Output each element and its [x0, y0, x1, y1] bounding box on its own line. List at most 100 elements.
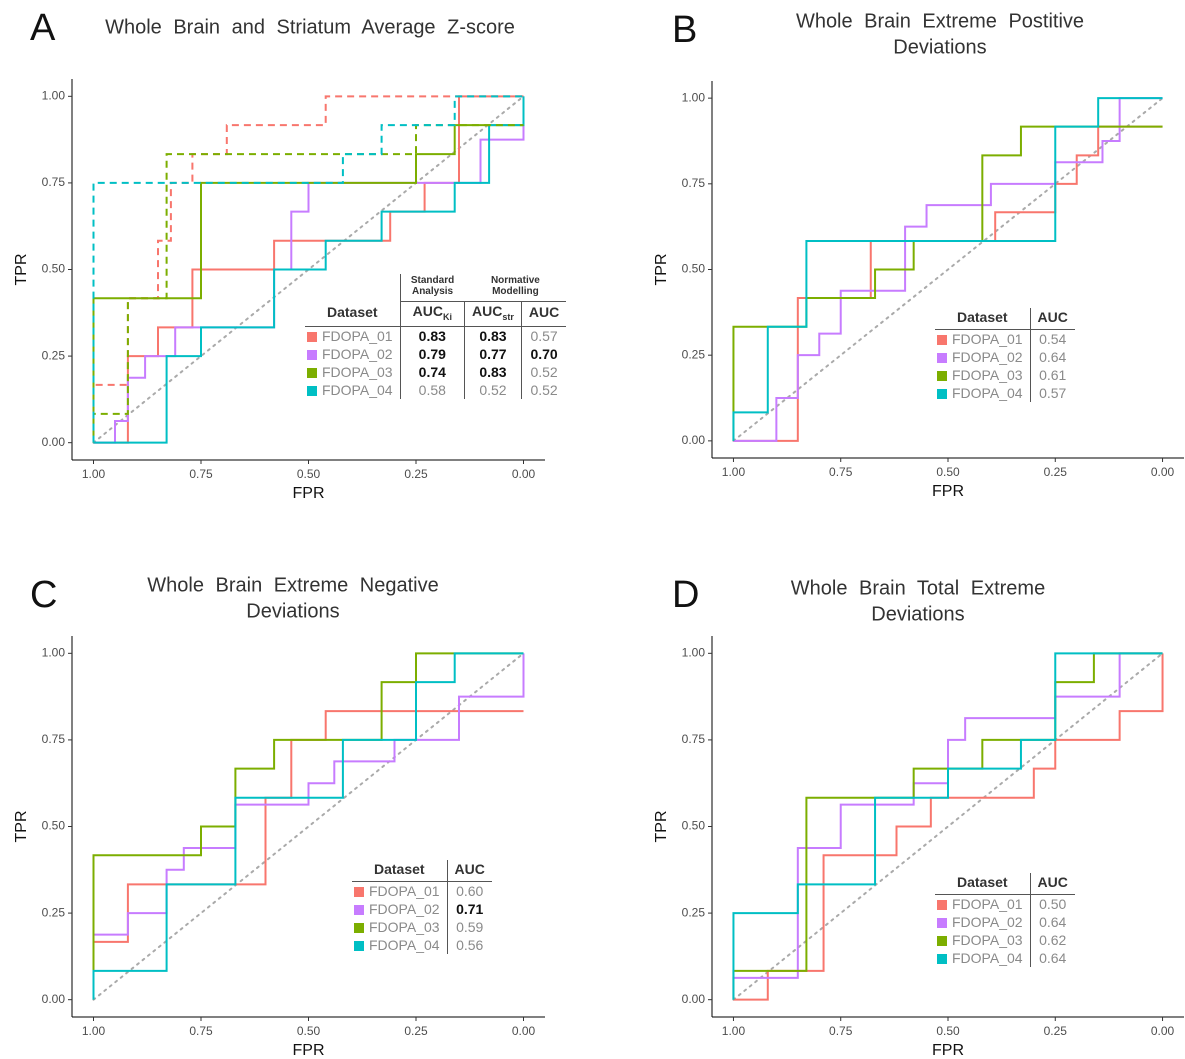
x-axis-label: FPR	[293, 1042, 325, 1059]
x-tick-label: 0.25	[1044, 1024, 1068, 1038]
cell-text: 0.56	[456, 937, 484, 953]
table-cell: 0.83	[464, 326, 522, 345]
table-cell: 0.77	[464, 344, 522, 363]
cell-text: FDOPA_03	[322, 363, 393, 380]
x-axis-label: FPR	[932, 483, 964, 500]
cell-text: 0.83	[418, 327, 446, 344]
table-cell: 0.50	[1029, 894, 1075, 913]
table-header: AUC	[1029, 873, 1075, 895]
x-tick-label: 0.00	[1151, 1024, 1175, 1038]
table-cell: 0.57	[1029, 384, 1075, 402]
x-tick-label: 0.75	[829, 1024, 853, 1038]
table-header: AUC	[520, 301, 567, 327]
y-tick-label: 0.75	[682, 732, 706, 746]
cell-text: 0.52	[530, 363, 558, 380]
x-tick-label: 0.00	[512, 1024, 536, 1038]
cell-text: FDOPA_01	[952, 896, 1023, 912]
table-group-row: Standard Analysis Normative Modelling	[305, 274, 567, 302]
x-tick-label: 0.25	[1044, 465, 1068, 479]
cell-text: FDOPA_01	[952, 331, 1023, 347]
panel-letter: C	[30, 574, 57, 616]
table-cell: FDOPA_04	[305, 381, 400, 399]
cell-text: FDOPA_01	[322, 327, 393, 344]
panel-letter: A	[30, 7, 56, 49]
cell-text: 0.50	[1039, 896, 1067, 912]
table-cell: 0.60	[446, 881, 492, 900]
cell-text: 0.62	[1039, 932, 1067, 948]
roc-line	[93, 96, 525, 444]
legend-swatch	[354, 887, 364, 897]
chance-line	[92, 652, 525, 1001]
cell-text: AUC	[1037, 874, 1068, 890]
legend-swatch	[307, 367, 317, 378]
cell-text: Dataset	[956, 309, 1008, 325]
y-axis-label: TPR	[653, 811, 670, 843]
table-row: FDOPA_03 0.62	[935, 931, 1075, 949]
x-tick-label: 0.75	[189, 1024, 213, 1038]
y-tick-label: 0.00	[682, 992, 706, 1006]
x-axis-label: FPR	[932, 1042, 964, 1059]
y-tick-label: 0.75	[682, 176, 706, 190]
cell-text: FDOPA_03	[952, 367, 1023, 383]
table-cell: 0.56	[446, 936, 492, 954]
cell-text: FDOPA_02	[322, 345, 393, 362]
legend-swatch	[937, 371, 947, 381]
cell-text: FDOPA_02	[952, 349, 1023, 365]
table-row: FDOPA_01 0.50	[935, 894, 1075, 913]
cell-text: 0.57	[1039, 385, 1067, 401]
table-header-row: Dataset AUC	[935, 308, 1075, 330]
table-cell: FDOPA_02	[305, 345, 400, 363]
x-tick-label: 0.50	[297, 1024, 321, 1038]
x-tick-label: 0.25	[404, 467, 428, 481]
cell-text: 0.83	[479, 327, 507, 344]
y-tick-label: 0.00	[682, 433, 706, 447]
cell-text: 0.83	[479, 363, 507, 380]
table-header: Dataset	[935, 873, 1031, 895]
table-row: FDOPA_02 0.71	[352, 900, 492, 918]
cell-text: 0.71	[456, 901, 484, 917]
table-cell: 0.70	[520, 344, 567, 363]
x-tick-label: 1.00	[82, 467, 106, 481]
cell-subscript: str	[502, 311, 514, 322]
table-header-row: Dataset AUC	[935, 873, 1075, 895]
cell-subscript: Ki	[442, 311, 452, 322]
legend-swatch	[354, 923, 364, 933]
table-row: FDOPA_04 0.57	[935, 384, 1075, 402]
y-tick-label: 0.50	[682, 262, 706, 276]
cell-text: 0.70	[530, 345, 558, 362]
cell-text: FDOPA_04	[369, 937, 440, 953]
table-cell: FDOPA_02	[935, 348, 1030, 366]
x-tick-label: 0.50	[297, 467, 321, 481]
table-cell: 0.61	[1029, 366, 1075, 384]
cell-text: FDOPA_02	[369, 901, 440, 917]
y-tick-label: 0.25	[42, 905, 66, 919]
y-tick-label: 0.00	[42, 992, 66, 1006]
panel-letter: D	[672, 574, 699, 616]
roc-line	[732, 97, 1163, 441]
chart-title: Whole Brain and Striatum Average Z-score	[105, 16, 515, 38]
table-group-header: Normative Modelling	[464, 274, 567, 302]
chart-title: Whole Brain Extreme Negative	[147, 574, 438, 596]
cell-text: 0.60	[456, 883, 484, 899]
auc-table: Standard Analysis Normative Modelling Data…	[305, 274, 567, 399]
cell-text: 0.74	[418, 363, 446, 380]
table-cell: FDOPA_02	[935, 913, 1030, 931]
chart-title: Deviations	[871, 603, 964, 625]
table-cell: FDOPA_03	[935, 366, 1030, 384]
cell-text: FDOPA_02	[952, 914, 1023, 930]
table-header-row: Dataset AUC	[352, 860, 492, 882]
y-tick-label: 1.00	[42, 88, 66, 102]
y-tick-label: 0.25	[682, 905, 706, 919]
x-tick-label: 0.75	[829, 465, 853, 479]
table-row: FDOPA_03 0.59	[352, 918, 492, 936]
table-row: FDOPA_01 0.83 0.83 0.57	[305, 326, 567, 345]
x-tick-label: 0.75	[189, 467, 213, 481]
table-header: Dataset	[305, 301, 401, 327]
table-cell: FDOPA_03	[352, 918, 447, 936]
legend-swatch	[937, 389, 947, 399]
y-tick-label: 0.75	[42, 175, 66, 189]
roc-line	[92, 124, 524, 443]
cell-text: FDOPA_01	[369, 883, 440, 899]
table-cell: FDOPA_04	[352, 936, 447, 954]
